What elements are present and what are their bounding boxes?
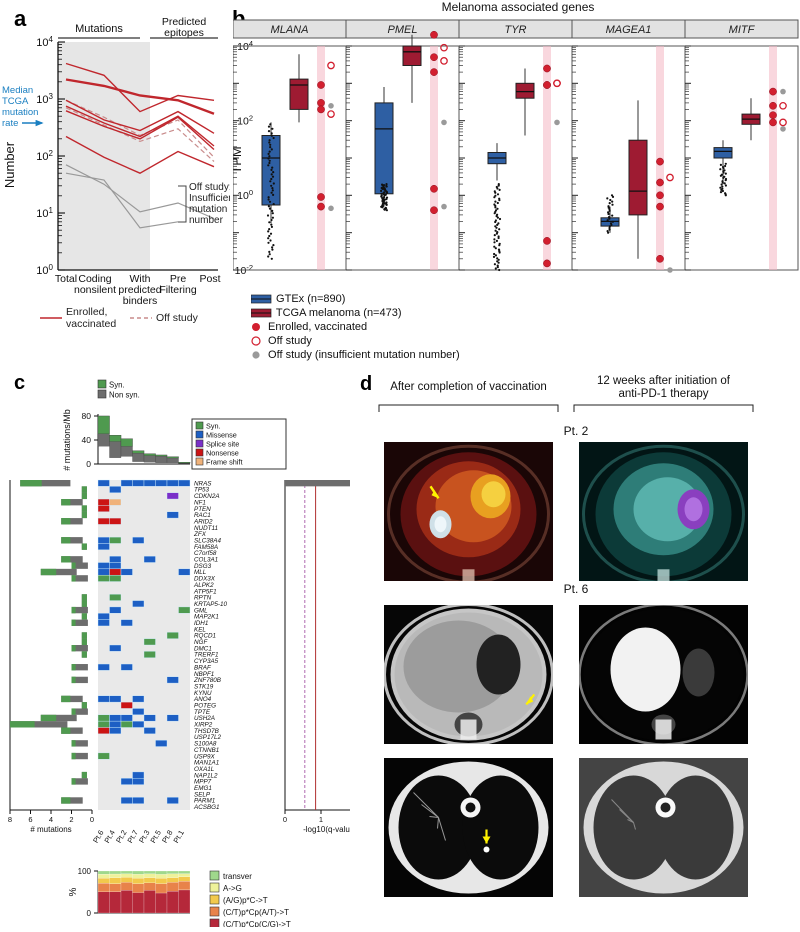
svg-text:102: 102 xyxy=(36,149,53,164)
svg-text:Median: Median xyxy=(2,85,33,96)
svg-text:Non syn.: Non syn. xyxy=(109,391,140,400)
svg-text:12 weeks after initiation of: 12 weeks after initiation of xyxy=(597,375,731,387)
svg-text:100: 100 xyxy=(78,867,92,876)
svg-text:MAGEA1: MAGEA1 xyxy=(606,24,652,36)
svg-text:4: 4 xyxy=(49,815,53,824)
svg-text:transver: transver xyxy=(223,872,252,881)
svg-text:Pt.6: Pt.6 xyxy=(91,829,105,845)
svg-text:Number: Number xyxy=(2,141,17,188)
svg-text:Pt. 2: Pt. 2 xyxy=(564,424,589,438)
svg-text:number: number xyxy=(189,215,224,226)
svg-text:Nonsense: Nonsense xyxy=(206,449,239,458)
svg-text:# mutations: # mutations xyxy=(30,825,71,834)
svg-text:2: 2 xyxy=(69,815,73,824)
svg-text:Pt.2: Pt.2 xyxy=(114,829,128,845)
svg-text:Mutations: Mutations xyxy=(75,23,123,35)
svg-text:After completion of vaccinatio: After completion of vaccination xyxy=(390,381,547,393)
svg-text:Off study:: Off study: xyxy=(189,182,230,193)
svg-text:Filtering: Filtering xyxy=(159,284,197,296)
svg-text:TCGA: TCGA xyxy=(2,96,29,107)
svg-text:anti-PD-1 therapy: anti-PD-1 therapy xyxy=(618,388,708,400)
svg-text:MITF: MITF xyxy=(729,24,756,36)
svg-text:Splice site: Splice site xyxy=(206,440,239,449)
svg-text:1: 1 xyxy=(319,815,323,824)
svg-text:Pt.1: Pt.1 xyxy=(171,829,185,845)
svg-text:nonsilent: nonsilent xyxy=(74,284,116,296)
svg-text:%: % xyxy=(68,887,79,896)
svg-text:Pt.8: Pt.8 xyxy=(160,829,174,845)
svg-text:PMEL: PMEL xyxy=(388,24,418,36)
svg-text:TYR: TYR xyxy=(505,24,527,36)
svg-text:Pt. 6: Pt. 6 xyxy=(564,582,589,596)
svg-text:6: 6 xyxy=(28,815,32,824)
svg-text:8: 8 xyxy=(8,815,12,824)
svg-text:40: 40 xyxy=(82,435,92,445)
svg-text:Frame shift: Frame shift xyxy=(206,458,243,467)
svg-text:0: 0 xyxy=(90,815,94,824)
svg-text:Pt.5: Pt.5 xyxy=(148,829,162,845)
svg-text:vaccinated: vaccinated xyxy=(66,318,116,330)
svg-text:mutation: mutation xyxy=(2,107,38,118)
svg-text:0: 0 xyxy=(86,459,91,469)
svg-text:(C/T)p*Cp(C/G)->T: (C/T)p*Cp(C/G)->T xyxy=(223,920,291,927)
svg-text:Off study: Off study xyxy=(156,312,199,324)
svg-text:rate: rate xyxy=(2,118,18,129)
svg-text:d: d xyxy=(360,373,372,395)
svg-text:Pt.3: Pt.3 xyxy=(137,829,151,845)
svg-text:MLANA: MLANA xyxy=(271,24,309,36)
svg-text:-log10(q-value): -log10(q-value) xyxy=(303,825,350,834)
svg-text:(C/T)p*Cp(A/T)->T: (C/T)p*Cp(A/T)->T xyxy=(223,908,289,917)
svg-text:epitopes: epitopes xyxy=(164,27,204,39)
svg-text:Missense: Missense xyxy=(206,431,237,440)
svg-text:100: 100 xyxy=(36,263,53,278)
svg-text:Post: Post xyxy=(199,273,220,285)
svg-text:101: 101 xyxy=(36,206,53,221)
svg-text:ACSBG1: ACSBG1 xyxy=(193,804,220,811)
svg-text:80: 80 xyxy=(82,411,92,421)
svg-text:103: 103 xyxy=(36,92,53,107)
svg-text:100: 100 xyxy=(237,188,253,203)
svg-text:0: 0 xyxy=(283,815,287,824)
svg-text:binders: binders xyxy=(123,295,157,307)
svg-text:102: 102 xyxy=(237,113,253,128)
svg-text:Insufficient: Insufficient xyxy=(189,193,230,204)
svg-text:# mutations/Mb: # mutations/Mb xyxy=(62,409,72,471)
svg-text:0: 0 xyxy=(87,909,92,918)
svg-text:A->G: A->G xyxy=(223,884,242,893)
svg-text:Enrolled,: Enrolled, xyxy=(66,306,107,318)
svg-text:Pt.7: Pt.7 xyxy=(125,829,139,845)
svg-text:104: 104 xyxy=(36,35,53,50)
svg-text:Syn.: Syn. xyxy=(109,381,125,390)
svg-text:Pt.4: Pt.4 xyxy=(102,829,116,845)
svg-text:Syn.: Syn. xyxy=(206,422,221,431)
svg-text:mutation: mutation xyxy=(189,204,227,215)
svg-text:(A/G)p*C->T: (A/G)p*C->T xyxy=(223,896,268,905)
